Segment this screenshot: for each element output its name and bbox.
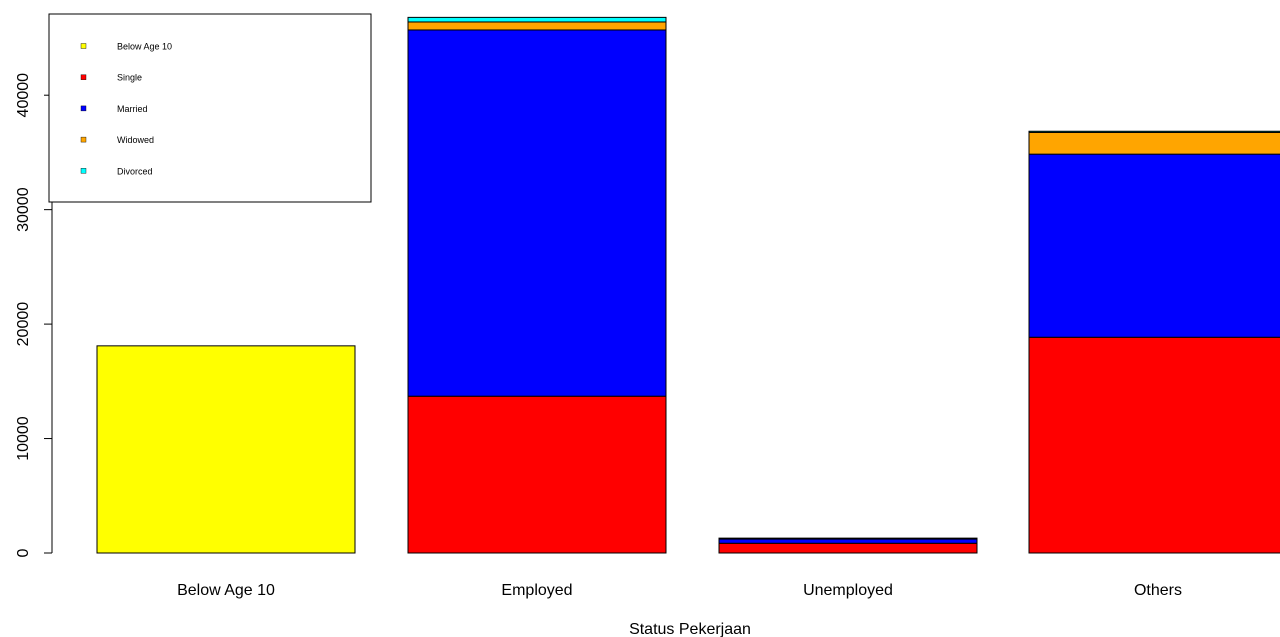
bar-segment [1028, 336, 1280, 554]
legend-swatch [80, 168, 87, 174]
bar-segment [407, 29, 667, 397]
y-tick-label: 0 [15, 548, 32, 557]
bar-segment [407, 395, 667, 554]
legend-label: Divorced [117, 166, 153, 176]
x-tick-labels: Below Age 10 Employed Unemployed Others [177, 582, 1182, 599]
x-tick-label: Unemployed [803, 582, 893, 599]
bar-segment [1028, 131, 1280, 155]
legend-swatch [80, 105, 87, 112]
y-axis: 0 10000 20000 30000 40000 [15, 73, 53, 557]
legend-box [48, 13, 372, 203]
legend: Below Age 10 Single Married Widowed Divorced [48, 13, 372, 203]
legend-swatch [80, 43, 87, 49]
x-axis-title: Status Pekerjaan [629, 621, 751, 637]
x-tick-label: Below Age 10 [177, 582, 275, 599]
bars [96, 16, 1280, 554]
legend-label: Widowed [117, 135, 154, 145]
bar-segment [96, 345, 356, 554]
y-tick-label: 10000 [15, 416, 32, 461]
bar-segment [407, 21, 667, 31]
bar-segment [407, 16, 667, 23]
x-tick-label: Others [1134, 582, 1182, 599]
legend-swatch [80, 136, 87, 143]
bar-segment [1028, 130, 1280, 133]
legend-swatch [80, 74, 87, 80]
bar-segment [718, 537, 978, 540]
x-tick-label: Employed [501, 582, 572, 599]
y-tick-label: 40000 [15, 73, 32, 118]
legend-label: Below Age 10 [117, 42, 172, 52]
legend-label: Married [117, 104, 148, 114]
y-tick-label: 30000 [15, 187, 32, 232]
y-tick-label: 20000 [15, 302, 32, 347]
legend-label: Single [117, 73, 142, 83]
bar-segment [1028, 153, 1280, 338]
bar-segment [718, 542, 978, 554]
